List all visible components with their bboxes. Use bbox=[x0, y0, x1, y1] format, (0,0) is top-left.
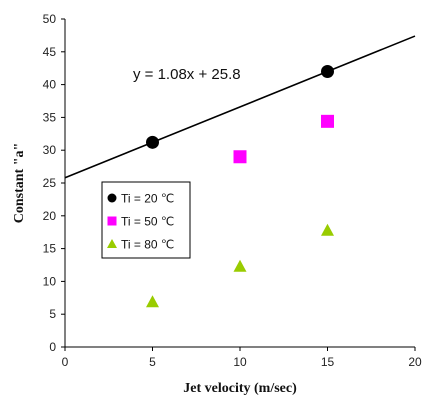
legend-marker-circle bbox=[107, 193, 117, 203]
x-tick-label: 0 bbox=[62, 355, 69, 369]
x-axis-title: Jet velocity (m/sec) bbox=[183, 381, 297, 396]
legend-box bbox=[101, 181, 191, 259]
legend: Ti = 20 ℃ Ti = 50 ℃ Ti = 80 ℃ bbox=[101, 181, 191, 259]
y-tick-label: 45 bbox=[43, 45, 57, 59]
data-point-circle bbox=[321, 64, 334, 78]
y-tick-label: 0 bbox=[49, 340, 56, 354]
points-layer bbox=[146, 64, 334, 308]
y-tick-label: 5 bbox=[49, 307, 56, 321]
legend-label: Ti = 20 ℃ bbox=[121, 192, 174, 206]
data-point-triangle bbox=[233, 259, 247, 272]
data-point-triangle bbox=[146, 295, 159, 308]
x-tick-label: 5 bbox=[149, 355, 156, 369]
ticks-layer: 0 5 10 15 20 25 30 35 40 45 50 0 5 10 15 20 bbox=[43, 12, 422, 369]
x-tick-label: 20 bbox=[408, 355, 422, 369]
y-tick-label: 30 bbox=[43, 143, 57, 157]
data-point-square bbox=[233, 150, 247, 164]
y-tick-label: 40 bbox=[43, 78, 57, 92]
y-tick-label: 20 bbox=[43, 209, 57, 223]
x-tick-label: 15 bbox=[321, 355, 335, 369]
legend-label: Ti = 80 ℃ bbox=[121, 238, 174, 252]
data-point-circle bbox=[146, 135, 159, 149]
legend-label: Ti = 50 ℃ bbox=[121, 215, 174, 229]
y-tick-label: 35 bbox=[43, 110, 57, 124]
data-point-triangle bbox=[321, 223, 334, 236]
trendline bbox=[64, 35, 416, 179]
legend-items: Ti = 20 ℃ Ti = 50 ℃ Ti = 80 ℃ bbox=[107, 192, 174, 252]
y-tick-label: 10 bbox=[43, 274, 57, 288]
legend-marker-triangle bbox=[107, 239, 117, 248]
y-tick-label: 25 bbox=[43, 176, 57, 190]
trendline-equation: y = 1.08x + 25.8 bbox=[133, 66, 241, 83]
legend-marker-square bbox=[107, 216, 117, 226]
y-tick-label: 50 bbox=[43, 12, 57, 26]
data-point-square bbox=[321, 114, 334, 128]
y-tick-label: 15 bbox=[43, 242, 57, 256]
y-axis-title: Constant "a" bbox=[12, 143, 27, 224]
x-tick-label: 10 bbox=[233, 355, 247, 369]
